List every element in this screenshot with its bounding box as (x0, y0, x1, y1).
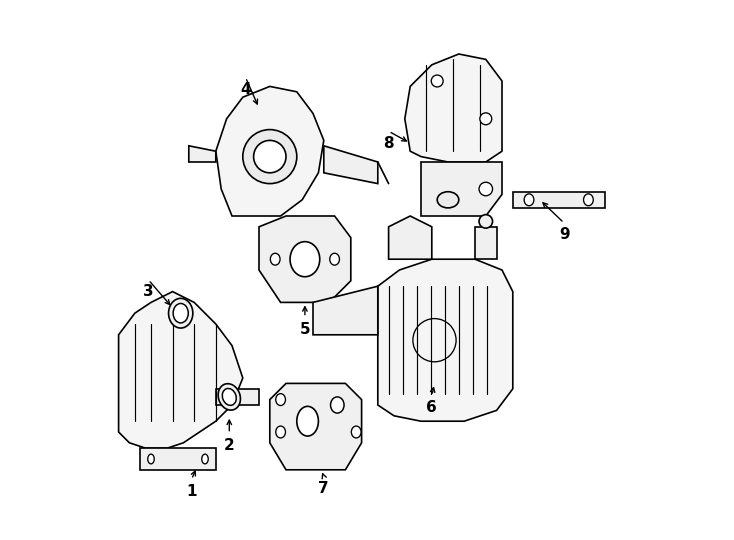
Ellipse shape (276, 426, 286, 438)
Ellipse shape (254, 140, 286, 173)
Polygon shape (189, 146, 216, 162)
Ellipse shape (584, 194, 593, 206)
Polygon shape (313, 286, 378, 335)
Polygon shape (404, 54, 502, 162)
Text: 2: 2 (224, 438, 235, 453)
Text: 1: 1 (186, 484, 197, 499)
Ellipse shape (290, 241, 320, 276)
Ellipse shape (218, 384, 241, 410)
Text: 8: 8 (383, 136, 394, 151)
Ellipse shape (524, 194, 534, 206)
Text: 4: 4 (240, 82, 251, 97)
Polygon shape (388, 216, 432, 259)
Text: 7: 7 (319, 481, 329, 496)
Polygon shape (270, 383, 362, 470)
Text: 9: 9 (559, 227, 570, 242)
Ellipse shape (169, 298, 193, 328)
Polygon shape (140, 448, 216, 470)
Ellipse shape (297, 406, 319, 436)
Ellipse shape (479, 183, 493, 195)
Ellipse shape (173, 303, 188, 323)
Ellipse shape (480, 113, 492, 125)
Ellipse shape (352, 426, 361, 438)
Polygon shape (421, 162, 502, 216)
Ellipse shape (222, 388, 236, 406)
Ellipse shape (432, 75, 443, 87)
Text: 3: 3 (143, 284, 153, 299)
Ellipse shape (202, 454, 208, 464)
Polygon shape (216, 86, 324, 216)
Polygon shape (475, 227, 497, 259)
Ellipse shape (479, 215, 493, 228)
Ellipse shape (330, 397, 344, 413)
Ellipse shape (148, 454, 154, 464)
Text: 5: 5 (299, 322, 310, 337)
Polygon shape (259, 216, 351, 302)
Polygon shape (513, 192, 605, 208)
Ellipse shape (243, 130, 297, 184)
Polygon shape (216, 389, 259, 405)
Text: 6: 6 (426, 400, 437, 415)
Polygon shape (119, 292, 243, 448)
Polygon shape (324, 146, 378, 184)
Ellipse shape (270, 253, 280, 265)
Ellipse shape (276, 394, 286, 406)
Polygon shape (378, 259, 513, 421)
Ellipse shape (330, 253, 339, 265)
Ellipse shape (437, 192, 459, 208)
